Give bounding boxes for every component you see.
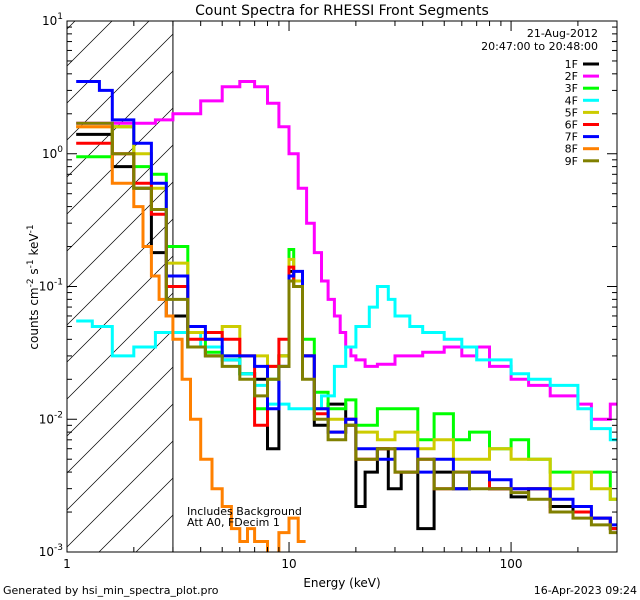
series-9F <box>76 121 617 535</box>
legend-label: 2F <box>565 70 578 83</box>
x-tick-label: 10 <box>281 557 296 571</box>
y-tick-label: 100 <box>42 145 63 161</box>
hatch-line <box>98 477 173 552</box>
series-7F <box>76 80 617 527</box>
x-tick-label: 1 <box>63 557 71 571</box>
legend-label: 8F <box>565 143 578 156</box>
hatch-line <box>67 440 173 548</box>
y-axis-label-exp: -1 <box>26 259 36 268</box>
y-axis-label-part: s <box>27 268 41 278</box>
legend-label: 5F <box>565 106 578 119</box>
legend-label: 3F <box>565 82 578 95</box>
chart-title: Count Spectra for RHESSI Front Segments <box>195 3 489 19</box>
x-axis-label: Energy (keV) <box>303 576 380 590</box>
annotation-attenuator: Att A0, FDecim 1 <box>187 516 280 529</box>
footer-timestamp: 16-Apr-2023 09:24 <box>534 584 637 597</box>
background-hatched-region <box>67 21 174 552</box>
legend-label: 7F <box>565 131 578 144</box>
legend-label: 9F <box>565 155 578 168</box>
hatch-line <box>135 514 173 552</box>
y-axis-label: counts cm-2 s-1 keV-1 <box>26 224 41 349</box>
hatch-line <box>67 329 173 437</box>
hatch-line <box>67 70 173 178</box>
hatch-line <box>67 366 173 474</box>
hatch-line <box>67 403 173 511</box>
y-tick-label: 101 <box>42 12 63 28</box>
y-axis-label-part: counts cm <box>27 287 41 349</box>
hatch-line <box>67 33 173 141</box>
y-tick-label: 10-2 <box>39 410 63 426</box>
series-2F <box>76 80 617 421</box>
legend-label: 4F <box>565 94 578 107</box>
legend-label: 1F <box>565 58 578 71</box>
legend-time-range: 20:47:00 to 20:48:00 <box>481 40 598 53</box>
footer-generated-by: Generated by hsi_min_spectra_plot.pro <box>3 584 219 597</box>
hatch-line <box>67 144 173 252</box>
plot-frame <box>66 20 618 553</box>
hatch-line <box>67 107 173 215</box>
y-tick-label: 10-1 <box>39 278 63 294</box>
y-tick-label: 10-3 <box>39 543 63 559</box>
annotation-background: Includes Background <box>187 505 302 518</box>
y-axis-label-part: keV <box>27 233 41 260</box>
series-4F <box>76 285 617 442</box>
y-axis-label-exp: -1 <box>26 224 36 233</box>
x-tick-label: 100 <box>500 557 523 571</box>
legend-label: 6F <box>565 119 578 132</box>
legend-date: 21-Aug-2012 <box>527 27 598 40</box>
series-8F <box>76 125 306 552</box>
hatch-line <box>67 292 173 400</box>
y-axis-label-exp: -2 <box>26 278 36 287</box>
